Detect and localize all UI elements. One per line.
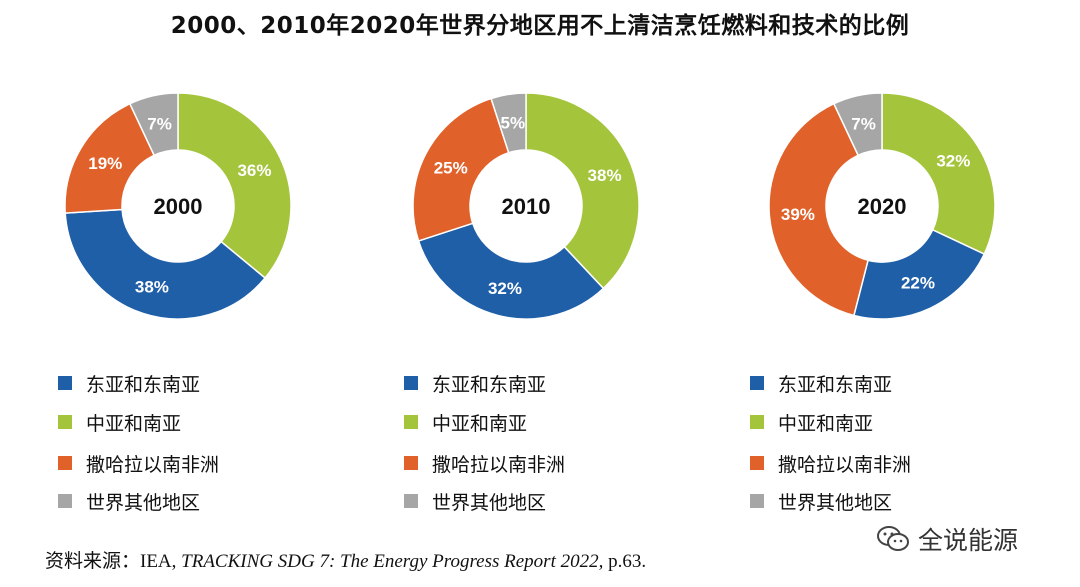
- donut-slice: [832, 92, 883, 157]
- legend-label: 中亚和南亚: [432, 412, 528, 435]
- legend-label: 东亚和东南亚: [432, 373, 547, 396]
- source-prefix: 资料来源：IEA,: [45, 551, 182, 572]
- donut-center-label: 2010: [502, 194, 551, 219]
- legend-swatch: [404, 456, 418, 470]
- source-suffix: p.63.: [603, 551, 647, 572]
- legend-item: 东亚和东南亚: [404, 370, 546, 396]
- slice-data-label: 25%: [434, 159, 468, 178]
- donut-slice: [525, 92, 640, 290]
- legend-item: 世界其他地区: [58, 488, 200, 514]
- legend-item: 世界其他地区: [750, 488, 892, 514]
- slice-data-label: 38%: [588, 166, 622, 185]
- slice-data-label: 32%: [936, 152, 970, 171]
- donut-slice: [417, 222, 605, 320]
- legend-swatch: [58, 376, 72, 390]
- donut-center-label: 2000: [154, 194, 203, 219]
- legend-item: 撒哈拉以南非洲: [750, 450, 911, 476]
- legend-item: 中亚和南亚: [750, 409, 873, 435]
- donut-slice: [490, 92, 527, 154]
- legend-swatch: [404, 415, 418, 429]
- legend-item: 撒哈拉以南非洲: [404, 450, 565, 476]
- slice-data-label: 32%: [488, 279, 522, 298]
- slice-data-label: 39%: [781, 205, 815, 224]
- slice-data-label: 38%: [135, 277, 169, 296]
- legend-label: 东亚和东南亚: [86, 373, 201, 396]
- legend-item: 世界其他地区: [404, 488, 546, 514]
- legend-label: 中亚和南亚: [86, 412, 182, 435]
- legend-swatch: [750, 415, 764, 429]
- legend-swatch: [404, 494, 418, 508]
- donut-slice: [881, 92, 996, 256]
- wechat-icon: [877, 526, 909, 551]
- legend-swatch: [58, 415, 72, 429]
- legend-label: 世界其他地区: [432, 491, 547, 514]
- legend-item: 中亚和南亚: [404, 409, 527, 435]
- donut-slice: [64, 208, 267, 320]
- legend-label: 世界其他地区: [778, 491, 893, 514]
- legend-label: 中亚和南亚: [778, 412, 874, 435]
- legend-label: 东亚和东南亚: [778, 373, 893, 396]
- source-note: 资料来源：IEA, TRACKING SDG 7: The Energy Pro…: [45, 546, 646, 573]
- page-title: 2000、2010年2020年世界分地区用不上清洁烹饪燃料和技术的比例: [170, 13, 910, 39]
- slice-data-label: 7%: [147, 115, 172, 134]
- legend-item: 撒哈拉以南非洲: [58, 450, 219, 476]
- legend-item: 东亚和东南亚: [58, 370, 200, 396]
- slice-data-label: 7%: [851, 115, 876, 134]
- legend-swatch: [404, 376, 418, 390]
- slice-data-label: 5%: [500, 114, 525, 133]
- source-report-title: TRACKING SDG 7: The Energy Progress Repo…: [181, 551, 604, 572]
- slice-data-label: 19%: [88, 154, 122, 173]
- legend-item: 东亚和东南亚: [750, 370, 892, 396]
- donut-slice: [852, 228, 986, 320]
- legend-label: 世界其他地区: [86, 491, 201, 514]
- donut-slice: [768, 102, 869, 317]
- legend-label: 撒哈拉以南非洲: [432, 453, 566, 476]
- slice-data-label: 22%: [901, 273, 935, 292]
- slice-data-label: 36%: [237, 161, 271, 180]
- legend-item: 中亚和南亚: [58, 409, 181, 435]
- legend-swatch: [750, 494, 764, 508]
- legend-label: 撒哈拉以南非洲: [778, 453, 912, 476]
- legend-swatch: [750, 456, 764, 470]
- legend-label: 撒哈拉以南非洲: [86, 453, 220, 476]
- watermark-text: 全说能源: [918, 526, 1019, 555]
- legend-swatch: [750, 376, 764, 390]
- donut-slice: [412, 97, 510, 242]
- donut-center-label: 2020: [858, 194, 907, 219]
- donut-slice: [128, 92, 179, 157]
- watermark: 全说能源: [876, 522, 1018, 556]
- legend-swatch: [58, 456, 72, 470]
- donut-slice: [64, 102, 156, 214]
- donut-slice: [177, 92, 292, 280]
- legend-swatch: [58, 494, 72, 508]
